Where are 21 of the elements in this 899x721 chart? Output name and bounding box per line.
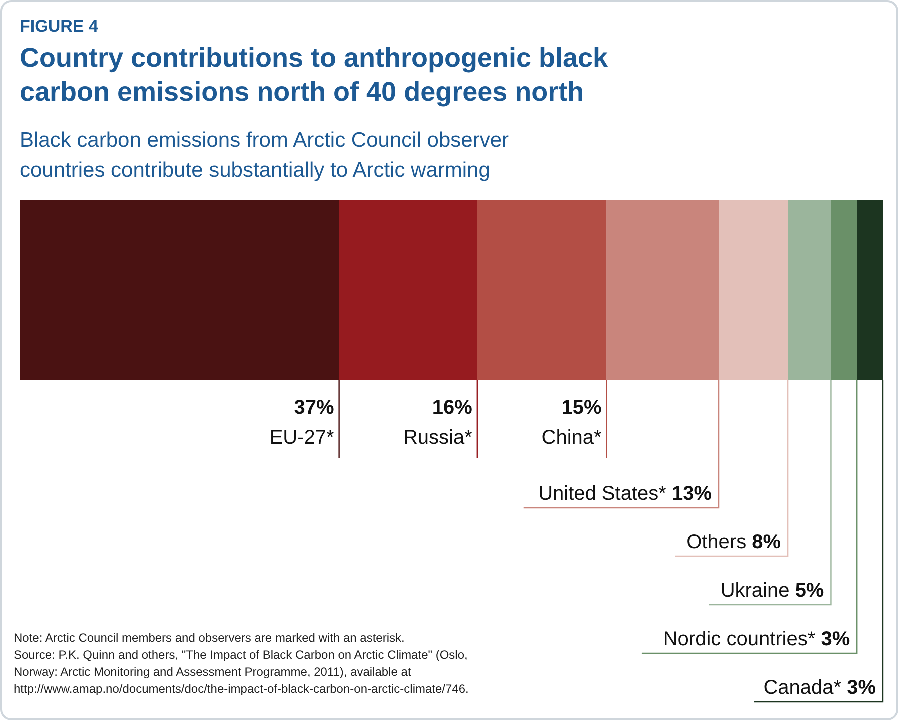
text: EU-27*	[270, 427, 335, 449]
text: Russia*	[403, 427, 473, 449]
data-label: 3%	[847, 677, 876, 699]
data-label: 16%	[432, 397, 473, 419]
data-label: 15%	[562, 397, 602, 419]
text: Note: Arctic Council members and observers are marked with an asterisk.	[14, 631, 405, 645]
source-note: Source: P.K. Quinn and others, "The Impact of Black Carbon on Arctic Climate" (Oslo, Norway: Arctic Monitoring and Assessment Programme, 2011), available at http://www.amap.no/documents/doc/the-impact-of-black-carbon-on-arctic-climate/746.	[14, 648, 469, 696]
text: Others	[686, 532, 752, 554]
data-label: 8%	[752, 532, 782, 554]
chart-title: Country contributions to anthropogenic black carbon emissions north of 40 degrees north	[20, 43, 609, 107]
data-label: 37%	[294, 397, 335, 419]
text: Nordic countries*	[663, 628, 822, 650]
data-label: 13%	[672, 483, 712, 505]
text: Canada*	[764, 677, 848, 699]
text: United States*	[538, 483, 672, 505]
chart-subtitle: Black carbon emissions from Arctic Council observer countries contribute substantially to Arctic warming	[20, 129, 510, 182]
data-label: 5%	[795, 580, 824, 602]
text: Ukraine	[720, 580, 796, 602]
caption: FIGURE 4	[20, 17, 99, 36]
data-label: 3%	[821, 628, 850, 650]
text: China*	[542, 427, 602, 449]
